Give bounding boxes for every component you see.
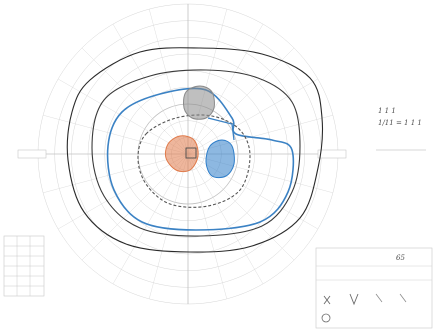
score-mark-3 bbox=[375, 293, 383, 303]
grid-meridian bbox=[187, 23, 264, 155]
score-circle bbox=[321, 313, 331, 323]
score-mark-2 bbox=[349, 293, 359, 306]
grid-meridian bbox=[81, 47, 189, 155]
grid-meridian bbox=[112, 153, 189, 285]
score-mark-1 bbox=[323, 295, 331, 305]
isopter-1 bbox=[66, 47, 323, 253]
isopter-2 bbox=[91, 69, 301, 237]
scotoma-layer bbox=[164, 85, 235, 179]
grid-meridian bbox=[148, 153, 189, 299]
grid-meridian bbox=[112, 23, 189, 155]
legend-table bbox=[3, 235, 45, 297]
grid-meridian bbox=[187, 47, 295, 155]
scotoma-2 bbox=[164, 135, 199, 173]
grid-meridian bbox=[43, 114, 189, 155]
scotoma-3 bbox=[205, 139, 235, 179]
grid-meridian bbox=[57, 153, 189, 230]
scotoma-1 bbox=[182, 85, 215, 120]
annotation-line-2: 1/11 = 1 1 1 bbox=[378, 119, 422, 127]
handwritten-annotation: 1 1 1 1/11 = 1 1 1 bbox=[376, 107, 426, 151]
grid-meridian bbox=[187, 153, 295, 261]
grid-meridian bbox=[148, 9, 189, 155]
grid-meridian bbox=[81, 153, 189, 261]
score-box: 65 bbox=[315, 247, 433, 329]
blind-spot-marker bbox=[185, 147, 197, 159]
grid-meridian bbox=[43, 153, 189, 194]
score-mark-4 bbox=[399, 293, 407, 303]
annotation-line-1: 1 1 1 bbox=[378, 107, 396, 115]
grid-meridian bbox=[187, 153, 264, 285]
score-number: 65 bbox=[396, 254, 405, 262]
axis-box-right bbox=[317, 149, 347, 159]
grid-meridian bbox=[187, 153, 228, 299]
grid-meridian bbox=[187, 78, 319, 155]
axis-box-left bbox=[17, 149, 47, 159]
isopter-connector bbox=[207, 117, 235, 141]
grid-meridian bbox=[187, 9, 228, 155]
